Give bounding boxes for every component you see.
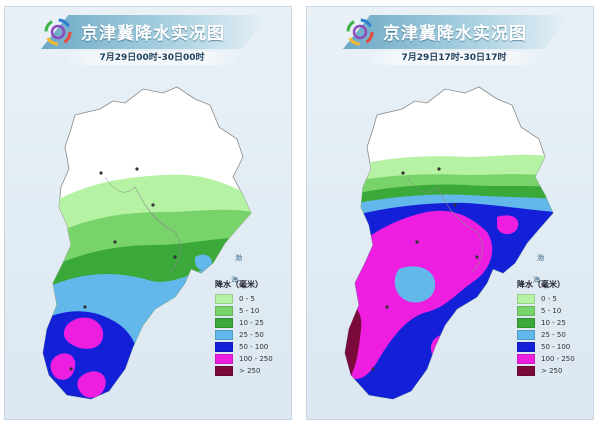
legend-swatch xyxy=(215,366,233,376)
legend-item: > 250 xyxy=(517,365,577,377)
legend-swatch xyxy=(517,342,535,352)
legend-label: 10 - 25 xyxy=(239,319,264,327)
legend-item: 5 - 10 xyxy=(215,305,275,317)
legend-label: 0 - 5 xyxy=(239,295,255,303)
legend-swatch xyxy=(215,306,233,316)
legend-title: 降水（毫米） xyxy=(517,280,565,289)
legend-right: 降水（毫米） 0 - 5 5 - 10 10 - 25 25 - 50 50 -… xyxy=(517,279,577,377)
sea-label: 渤 xyxy=(235,254,242,262)
legend-swatch xyxy=(517,366,535,376)
sea-label: 海 xyxy=(231,276,238,284)
city-marker-icon xyxy=(69,367,73,371)
meteorological-logo-icon xyxy=(346,18,374,46)
city-marker-icon xyxy=(437,167,441,171)
legend-label: 25 - 50 xyxy=(239,331,264,339)
map-title: 京津冀降水实况图 xyxy=(81,24,225,44)
city-marker-icon xyxy=(453,203,457,207)
title-banner-left: 京津冀降水实况图 xyxy=(41,15,269,49)
subtitle-bar: 7月29日00时-30日00时 xyxy=(63,51,241,65)
province-border-left xyxy=(134,186,181,273)
legend-item: 0 - 5 xyxy=(215,293,275,305)
legend-label: 0 - 5 xyxy=(541,295,557,303)
legend-label: 10 - 25 xyxy=(541,319,566,327)
city-marker-icon xyxy=(475,255,479,259)
legend-swatch xyxy=(517,330,535,340)
legend-label: 5 - 10 xyxy=(239,307,260,315)
legend-item: 10 - 25 xyxy=(517,317,577,329)
map-title: 京津冀降水实况图 xyxy=(383,24,527,44)
legend-item: 100 - 250 xyxy=(215,353,275,365)
city-marker-icon xyxy=(83,305,87,309)
meteorological-logo-icon xyxy=(44,18,72,46)
province-border-right xyxy=(436,186,483,273)
city-marker-icon xyxy=(415,240,419,244)
legend-item: 100 - 250 xyxy=(517,353,577,365)
title-banner-right: 京津冀降水实况图 xyxy=(343,15,571,49)
legend-item: 25 - 50 xyxy=(215,329,275,341)
city-marker-icon xyxy=(173,255,177,259)
precip-map-right xyxy=(344,86,554,400)
sea-label: 海 xyxy=(533,276,540,284)
legend-label: 50 - 100 xyxy=(541,343,571,351)
legend-item: 0 - 5 xyxy=(517,293,577,305)
legend-label: > 250 xyxy=(239,367,261,375)
legend-item: 10 - 25 xyxy=(215,317,275,329)
legend-swatch xyxy=(215,330,233,340)
legend-label: 5 - 10 xyxy=(541,307,562,315)
legend-label: 25 - 50 xyxy=(541,331,566,339)
city-marker-icon xyxy=(385,305,389,309)
banner-background xyxy=(343,15,571,49)
map-panel-right: 京津冀降水实况图 7月29日17时-30日17时 渤 海 降水（毫米） 0 - … xyxy=(306,6,594,420)
legend-label: > 250 xyxy=(541,367,563,375)
city-marker-icon xyxy=(135,167,139,171)
city-marker-icon xyxy=(113,240,117,244)
legend-swatch xyxy=(517,294,535,304)
legend-item: 50 - 100 xyxy=(517,341,577,353)
legend-swatch xyxy=(215,294,233,304)
subtitle-bar: 7月29日17时-30日17时 xyxy=(365,51,543,65)
legend-swatch xyxy=(215,342,233,352)
legend-label: 50 - 100 xyxy=(239,343,269,351)
city-marker-icon xyxy=(401,171,405,175)
city-marker-icon xyxy=(151,203,155,207)
legend-swatch xyxy=(517,318,535,328)
legend-swatch xyxy=(215,318,233,328)
legend-left: 降水（毫米） 0 - 5 5 - 10 10 - 25 25 - 50 50 -… xyxy=(215,279,275,377)
legend-label: 100 - 250 xyxy=(541,355,575,363)
map-panel-left: 京津冀降水实况图 7月29日00时-30日00时 渤 海 降水（毫米） 0 - … xyxy=(4,6,292,420)
legend-item: > 250 xyxy=(215,365,275,377)
city-marker-icon xyxy=(371,367,375,371)
legend-swatch xyxy=(517,354,535,364)
map-subtitle: 7月29日00时-30日00时 xyxy=(99,53,205,63)
banner-background xyxy=(41,15,269,49)
legend-swatch xyxy=(517,306,535,316)
legend-label: 100 - 250 xyxy=(239,355,273,363)
legend-item: 5 - 10 xyxy=(517,305,577,317)
sea-label: 渤 xyxy=(537,254,544,262)
legend-title: 降水（毫米） xyxy=(215,280,263,289)
legend-item: 50 - 100 xyxy=(215,341,275,353)
map-subtitle: 7月29日17时-30日17时 xyxy=(401,53,507,63)
precip-map-left xyxy=(42,86,252,400)
city-marker-icon xyxy=(99,171,103,175)
legend-item: 25 - 50 xyxy=(517,329,577,341)
legend-swatch xyxy=(215,354,233,364)
